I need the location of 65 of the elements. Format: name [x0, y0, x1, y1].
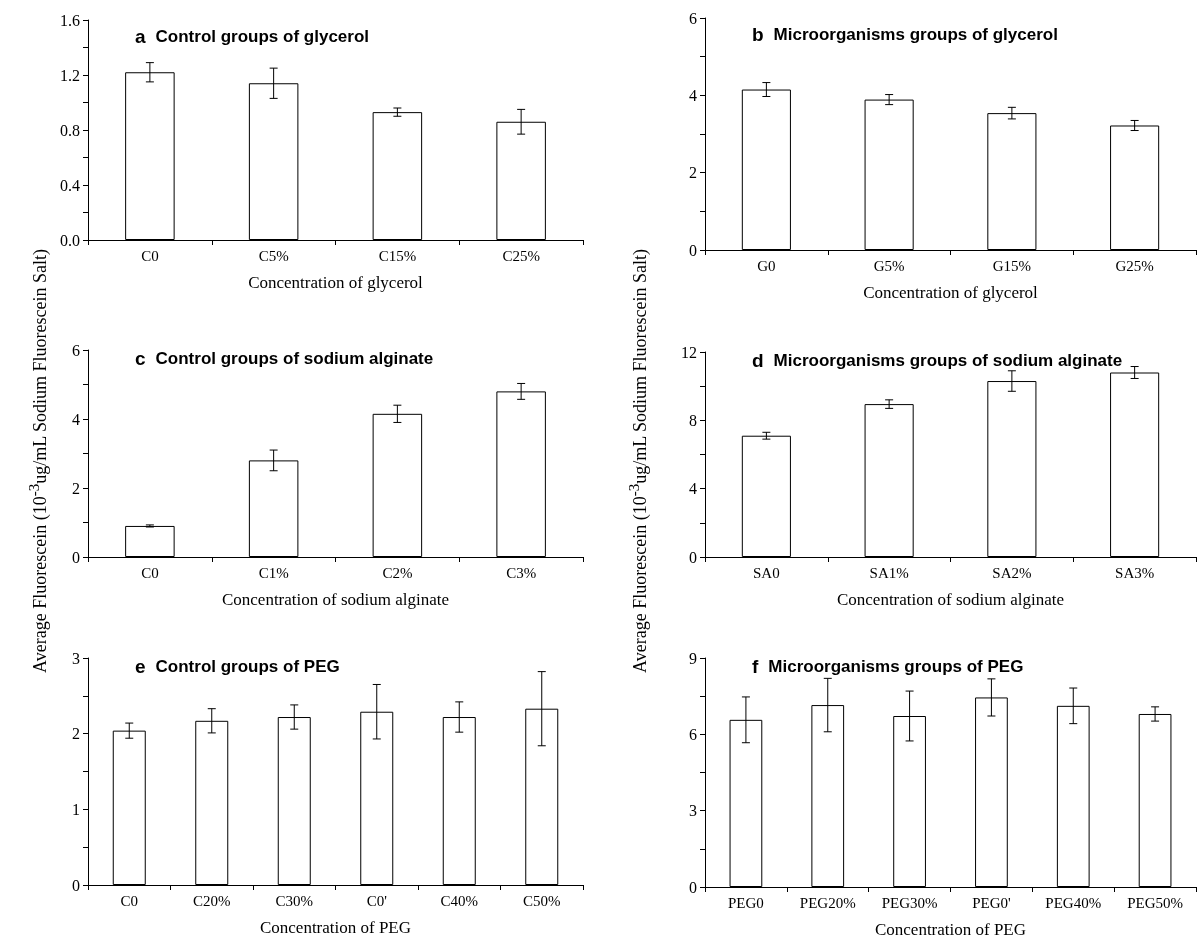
chart-title: d Microorganisms groups of sodium alginate: [752, 350, 1123, 371]
x-tick-label: C25%: [502, 247, 540, 264]
x-tick-label: PEG50%: [1127, 894, 1184, 911]
y-tick-label: 3: [689, 802, 697, 820]
x-tick-label: C0: [120, 892, 139, 909]
x-axis-title: Concentration of sodium alginate: [221, 590, 450, 609]
x-axis-title: Concentration of sodium alginate: [836, 590, 1065, 609]
x-tick-label: G15%: [992, 257, 1032, 274]
y-tick-label: 6: [689, 725, 697, 743]
x-tick-label: PEG0': [972, 894, 1011, 911]
x-tick-label: SA3%: [1115, 564, 1155, 581]
chart-title: c Control groups of sodium alginate: [135, 348, 434, 369]
y-tick-label: 4: [689, 86, 697, 104]
y-tick-label: 4: [689, 480, 697, 498]
x-tick-label: G0: [757, 257, 776, 274]
y-tick-label: 0: [72, 876, 80, 894]
x-tick-label: G5%: [873, 257, 905, 274]
x-tick-label: C30%: [275, 892, 313, 909]
y-tick-label: 1: [72, 800, 80, 818]
x-axis-title: Concentration of glycerol: [248, 273, 424, 292]
y-tick-label: 3: [72, 649, 80, 667]
x-tick-label: G25%: [1115, 257, 1154, 274]
y-tick-label: 0.0: [60, 231, 80, 249]
x-axis-title: Concentration of PEG: [874, 920, 1027, 939]
y-tick-label: 0: [72, 548, 80, 566]
x-tick-label: C20%: [193, 892, 231, 909]
chart-title: b Microorganisms groups of glycerol: [752, 24, 1058, 45]
y-tick-label: 0: [689, 241, 697, 259]
x-tick-label: C0': [366, 892, 388, 909]
x-tick-label: C40%: [440, 892, 478, 909]
x-tick-label: C5%: [258, 247, 289, 264]
x-tick-label: C15%: [378, 247, 417, 264]
x-axis-title: Concentration of PEG: [259, 918, 412, 937]
x-tick-label: SA0: [753, 564, 780, 581]
y-tick-label: 4: [72, 410, 80, 428]
y-tick-label: 2: [689, 164, 697, 182]
y-tick-label: 12: [681, 343, 697, 361]
x-tick-label: C3%: [506, 564, 537, 581]
x-axis-title: Concentration of glycerol: [863, 283, 1039, 302]
x-tick-label: C50%: [523, 892, 561, 909]
y-tick-label: 0.8: [60, 121, 80, 139]
y-tick-label: 0: [689, 548, 697, 566]
y-tick-label: 8: [689, 411, 697, 429]
y-tick-label: 2: [72, 725, 80, 743]
x-tick-label: PEG20%: [799, 894, 856, 911]
x-tick-label: PEG0: [727, 894, 764, 911]
x-tick-label: SA2%: [992, 564, 1032, 581]
x-tick-label: C0: [141, 564, 159, 581]
x-tick-label: C0: [141, 247, 159, 264]
y-tick-label: 0.4: [60, 176, 80, 194]
y-tick-label: 1.6: [60, 11, 80, 29]
chart-title: a Control groups of glycerol: [135, 26, 370, 47]
x-tick-label: PEG40%: [1045, 894, 1102, 911]
y-tick-label: 6: [72, 341, 80, 359]
x-tick-label: C2%: [382, 564, 413, 581]
y-tick-label: 9: [689, 649, 697, 667]
y-tick-label: 2: [72, 479, 80, 497]
y-tick-label: 0: [689, 878, 697, 896]
chart-title: f Microorganisms groups of PEG: [752, 656, 1024, 677]
x-tick-label: PEG30%: [881, 894, 938, 911]
chart-title: e Control groups of PEG: [135, 656, 340, 677]
x-tick-label: C1%: [258, 564, 289, 581]
y-tick-label: 6: [689, 9, 697, 27]
y-tick-label: 1.2: [60, 66, 80, 84]
x-tick-label: SA1%: [869, 564, 909, 581]
